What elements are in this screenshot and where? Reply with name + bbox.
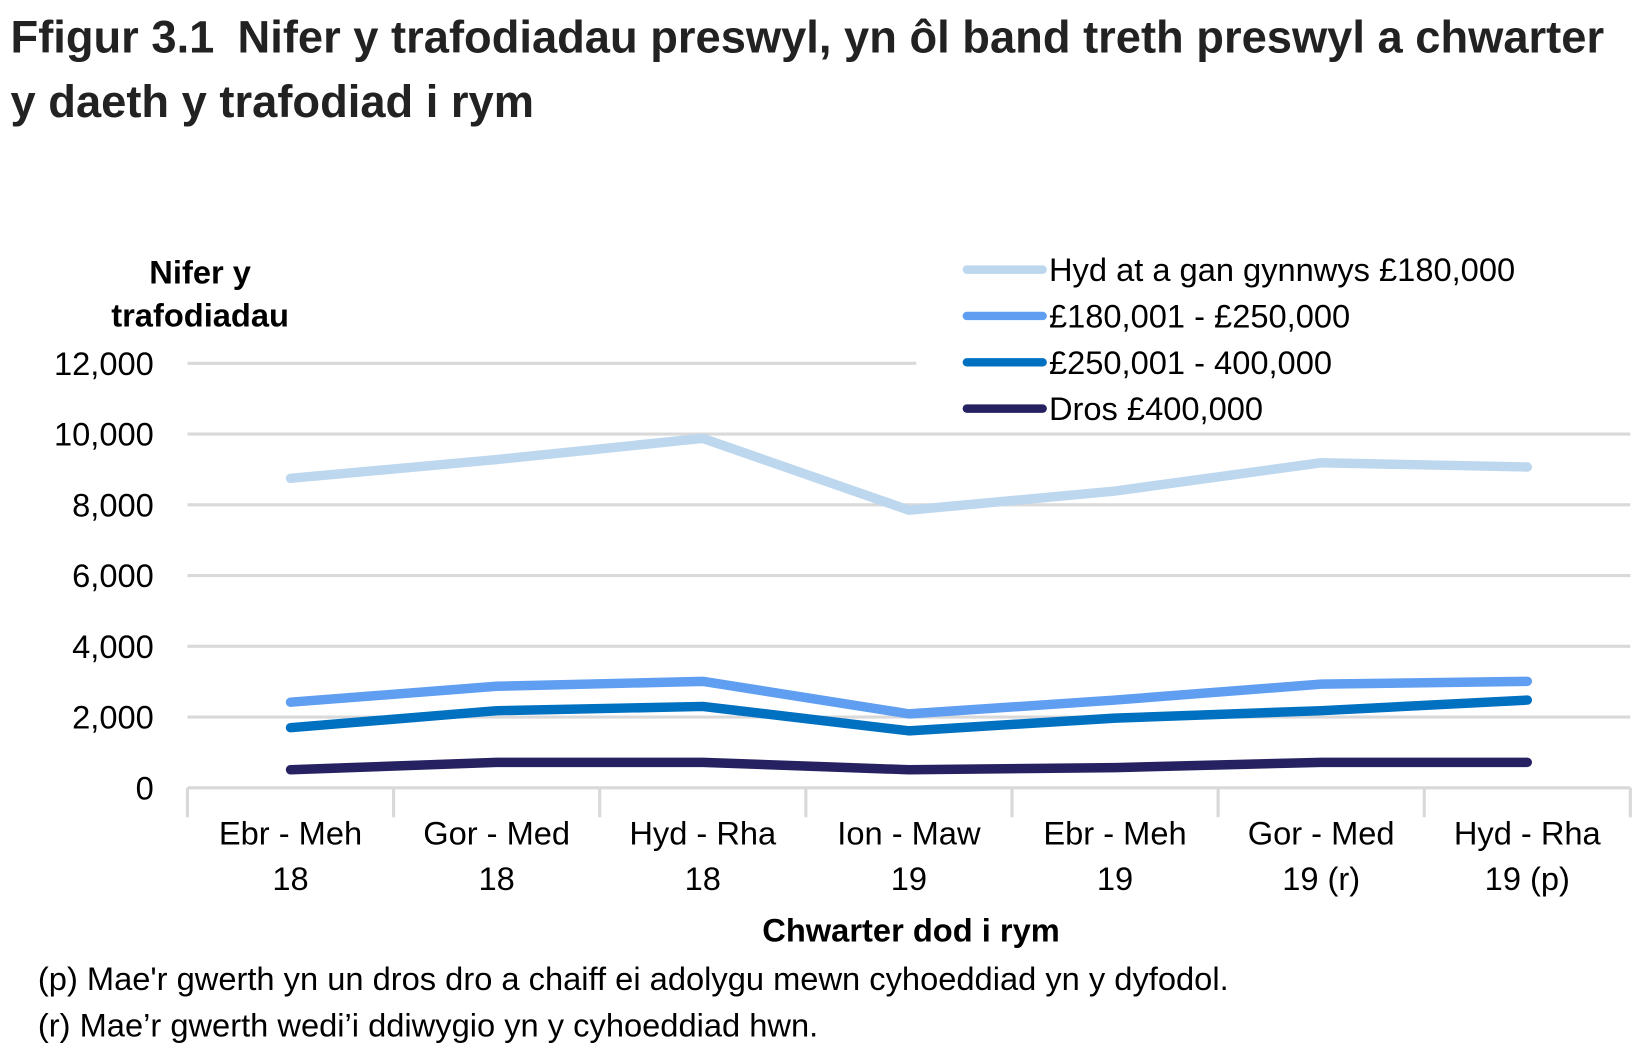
legend-label: Hyd at a gan gynnwys £180,000	[1049, 251, 1515, 288]
y-tick-label: 2,000	[72, 699, 154, 736]
y-tick-label: 4,000	[72, 628, 154, 665]
legend-label: Dros £400,000	[1049, 390, 1263, 427]
y-tick-label: 0	[136, 769, 154, 806]
note-revised: (r) Mae’r gwerth wedi’i ddiwygio yn y cy…	[37, 1006, 819, 1044]
x-tick-label: 19	[891, 860, 927, 897]
x-tick-label: 18	[479, 860, 515, 897]
x-tick-label: 18	[272, 860, 308, 897]
x-tick-label: Ebr - Meh	[1043, 815, 1186, 852]
y-tick-label: 6,000	[72, 557, 154, 594]
x-tick-label: 19	[1097, 860, 1133, 897]
x-tick-label: Ebr - Meh	[219, 815, 362, 852]
series-line	[285, 757, 1533, 775]
legend-label: £180,001 - £250,000	[1049, 298, 1350, 335]
x-axis-label: Chwarter dod i rym	[762, 912, 1060, 949]
x-tick-label: 19 (r)	[1282, 860, 1360, 897]
x-tick-label: Ion - Maw	[837, 815, 981, 852]
chart-title: Ffigur 3.1 Nifer y trafodiadau preswyl, y…	[11, 6, 1638, 134]
x-tick-label: 19 (p)	[1485, 860, 1570, 897]
x-tick-label: 18	[685, 860, 721, 897]
legend-label: £250,001 - 400,000	[1049, 344, 1332, 381]
note-provisional: (p) Mae'r gwerth yn un dros dro a chaiff…	[37, 960, 1229, 998]
y-tick-label: 12,000	[54, 345, 154, 382]
x-tick-label: Hyd - Rha	[1454, 815, 1602, 852]
figure-title-text: Nifer y trafodiadau preswyl, yn ôl band …	[10, 12, 1605, 128]
figure-number: Ffigur 3.1	[10, 12, 215, 64]
y-tick-label: 10,000	[54, 416, 154, 453]
y-tick-label: 8,000	[72, 486, 154, 523]
x-tick-label: Gor - Med	[1248, 815, 1395, 852]
y-axis-label: Nifer y trafodiadau	[111, 253, 289, 334]
series-line	[285, 433, 1533, 515]
x-tick-label: Hyd - Rha	[629, 815, 777, 852]
x-tick-label: Gor - Med	[423, 815, 570, 852]
